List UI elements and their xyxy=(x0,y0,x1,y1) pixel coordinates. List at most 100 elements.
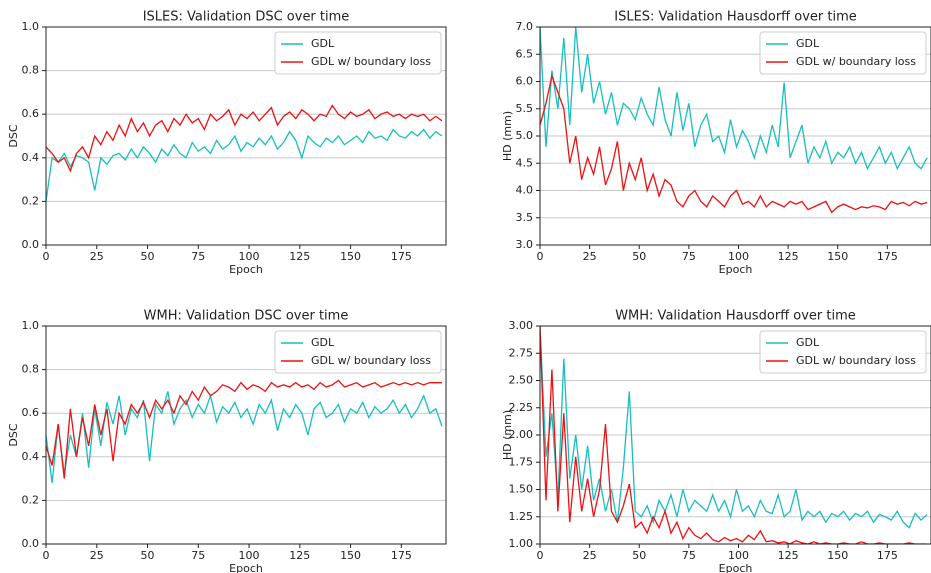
x-tick-label: 100 xyxy=(239,549,260,562)
panel: 1.00 1.25 1.50 1.75 2.00 2.25 2.50 2.75 3.00 0 25 5… xyxy=(501,309,931,573)
y-tick-label: 6.0 xyxy=(516,75,534,88)
x-tick-label: 25 xyxy=(90,250,104,263)
legend: GDL GDL w/ boundary loss xyxy=(759,330,927,374)
x-tick-label: 150 xyxy=(340,250,361,263)
x-tick-label: 100 xyxy=(239,250,260,263)
y-tick-label: 1.75 xyxy=(509,455,534,468)
panel: 3.0 3.5 4.0 4.5 5.0 5.5 6.0 6.5 7.0 0 25 50 75 100 125… xyxy=(501,10,931,276)
panel: 0.0 0.2 0.4 0.6 0.8 1.0 0 25 50 75 100 125 150 175 ISL… xyxy=(7,10,447,276)
x-tick-label: 0 xyxy=(43,549,50,562)
x-tick-label: 150 xyxy=(340,549,361,562)
x-tick-label: 0 xyxy=(537,549,544,562)
legend-box xyxy=(274,31,442,75)
y-tick-label: 2.50 xyxy=(509,374,534,387)
legend-box xyxy=(759,330,927,374)
x-axis-label: Epoch xyxy=(719,263,753,276)
y-tick-label: 2.00 xyxy=(509,428,534,441)
y-tick-label: 0.2 xyxy=(22,493,40,506)
x-tick-label: 75 xyxy=(191,549,205,562)
y-axis-label: DSC xyxy=(7,423,20,446)
panel: 0.0 0.2 0.4 0.6 0.8 1.0 0 25 50 75 100 125 150 175 WMH… xyxy=(7,309,447,573)
y-axis-label: DSC xyxy=(7,124,20,147)
y-tick-label: 0.6 xyxy=(22,107,40,120)
x-tick-label: 125 xyxy=(778,250,799,263)
legend-label: GDL w/ boundary loss xyxy=(796,55,916,68)
y-axis-label: HD (mm) xyxy=(501,111,514,161)
y-tick-label: 2.25 xyxy=(509,401,534,414)
x-tick-label: 100 xyxy=(728,549,749,562)
x-tick-label: 175 xyxy=(391,250,412,263)
y-tick-label: 3.0 xyxy=(516,238,534,251)
y-tick-label: 0.6 xyxy=(22,406,40,419)
y-tick-label: 1.0 xyxy=(22,319,40,332)
x-tick-label: 175 xyxy=(877,549,898,562)
y-tick-label: 0.0 xyxy=(22,537,40,550)
y-tick-label: 0.4 xyxy=(22,151,40,164)
legend-label: GDL xyxy=(311,336,335,349)
legend-label: GDL xyxy=(796,336,820,349)
series-line xyxy=(540,73,928,214)
x-tick-label: 175 xyxy=(877,250,898,263)
chart-title: WMH: Validation DSC over time xyxy=(144,309,349,324)
y-tick-label: 0.2 xyxy=(22,194,40,207)
y-tick-label: 0.4 xyxy=(22,450,40,463)
y-tick-label: 6.5 xyxy=(516,47,534,60)
y-tick-label: 7.0 xyxy=(516,20,534,33)
series-line xyxy=(540,27,928,171)
legend: GDL GDL w/ boundary loss xyxy=(759,31,927,75)
plot-frame xyxy=(45,26,447,246)
plot-frame xyxy=(539,325,931,545)
series-line xyxy=(540,326,928,544)
x-tick-label: 50 xyxy=(632,549,646,562)
legend-box xyxy=(759,31,927,75)
y-tick-label: 5.5 xyxy=(516,102,534,115)
x-axis-label: Epoch xyxy=(229,263,263,276)
y-tick-label: 4.5 xyxy=(516,156,534,169)
x-tick-label: 125 xyxy=(778,549,799,562)
x-tick-label: 125 xyxy=(289,250,310,263)
y-tick-label: 2.75 xyxy=(509,346,534,359)
chart-title: WMH: Validation Hausdorff over time xyxy=(615,309,856,324)
x-tick-label: 0 xyxy=(43,250,50,263)
x-tick-label: 50 xyxy=(632,250,646,263)
series-line xyxy=(46,391,443,484)
x-tick-label: 75 xyxy=(682,250,696,263)
y-tick-label: 4.0 xyxy=(516,184,534,197)
y-tick-label: 1.50 xyxy=(509,483,534,496)
y-axis-label: HD (mm) xyxy=(501,410,514,460)
x-tick-label: 150 xyxy=(827,549,848,562)
legend-box xyxy=(274,330,442,374)
x-tick-label: 50 xyxy=(141,250,155,263)
x-tick-label: 75 xyxy=(682,549,696,562)
chart-title: ISLES: Validation Hausdorff over time xyxy=(614,10,857,25)
y-tick-label: 0.8 xyxy=(22,64,40,77)
y-tick-label: 0.0 xyxy=(22,238,40,251)
legend-label: GDL w/ boundary loss xyxy=(796,354,916,367)
x-tick-label: 25 xyxy=(583,549,597,562)
x-tick-label: 50 xyxy=(141,549,155,562)
legend: GDL GDL w/ boundary loss xyxy=(274,330,442,374)
y-tick-label: 3.5 xyxy=(516,211,534,224)
y-tick-label: 3.00 xyxy=(509,319,534,332)
x-axis-label: Epoch xyxy=(229,562,263,573)
x-tick-label: 175 xyxy=(391,549,412,562)
y-tick-label: 5.0 xyxy=(516,129,534,142)
y-tick-label: 0.8 xyxy=(22,363,40,376)
series-line xyxy=(540,326,928,529)
y-tick-label: 1.25 xyxy=(509,510,534,523)
legend-label: GDL xyxy=(796,37,820,50)
x-tick-label: 100 xyxy=(728,250,749,263)
x-tick-label: 75 xyxy=(191,250,205,263)
legend-label: GDL xyxy=(311,37,335,50)
y-tick-label: 1.00 xyxy=(509,537,534,550)
legend-label: GDL w/ boundary loss xyxy=(311,354,431,367)
series-line xyxy=(46,128,443,202)
x-tick-label: 125 xyxy=(289,549,310,562)
legend-label: GDL w/ boundary loss xyxy=(311,55,431,68)
x-tick-label: 150 xyxy=(827,250,848,263)
legend: GDL GDL w/ boundary loss xyxy=(274,31,442,75)
x-tick-label: 25 xyxy=(583,250,597,263)
chart-title: ISLES: Validation DSC over time xyxy=(143,10,350,25)
x-axis-label: Epoch xyxy=(719,562,753,573)
